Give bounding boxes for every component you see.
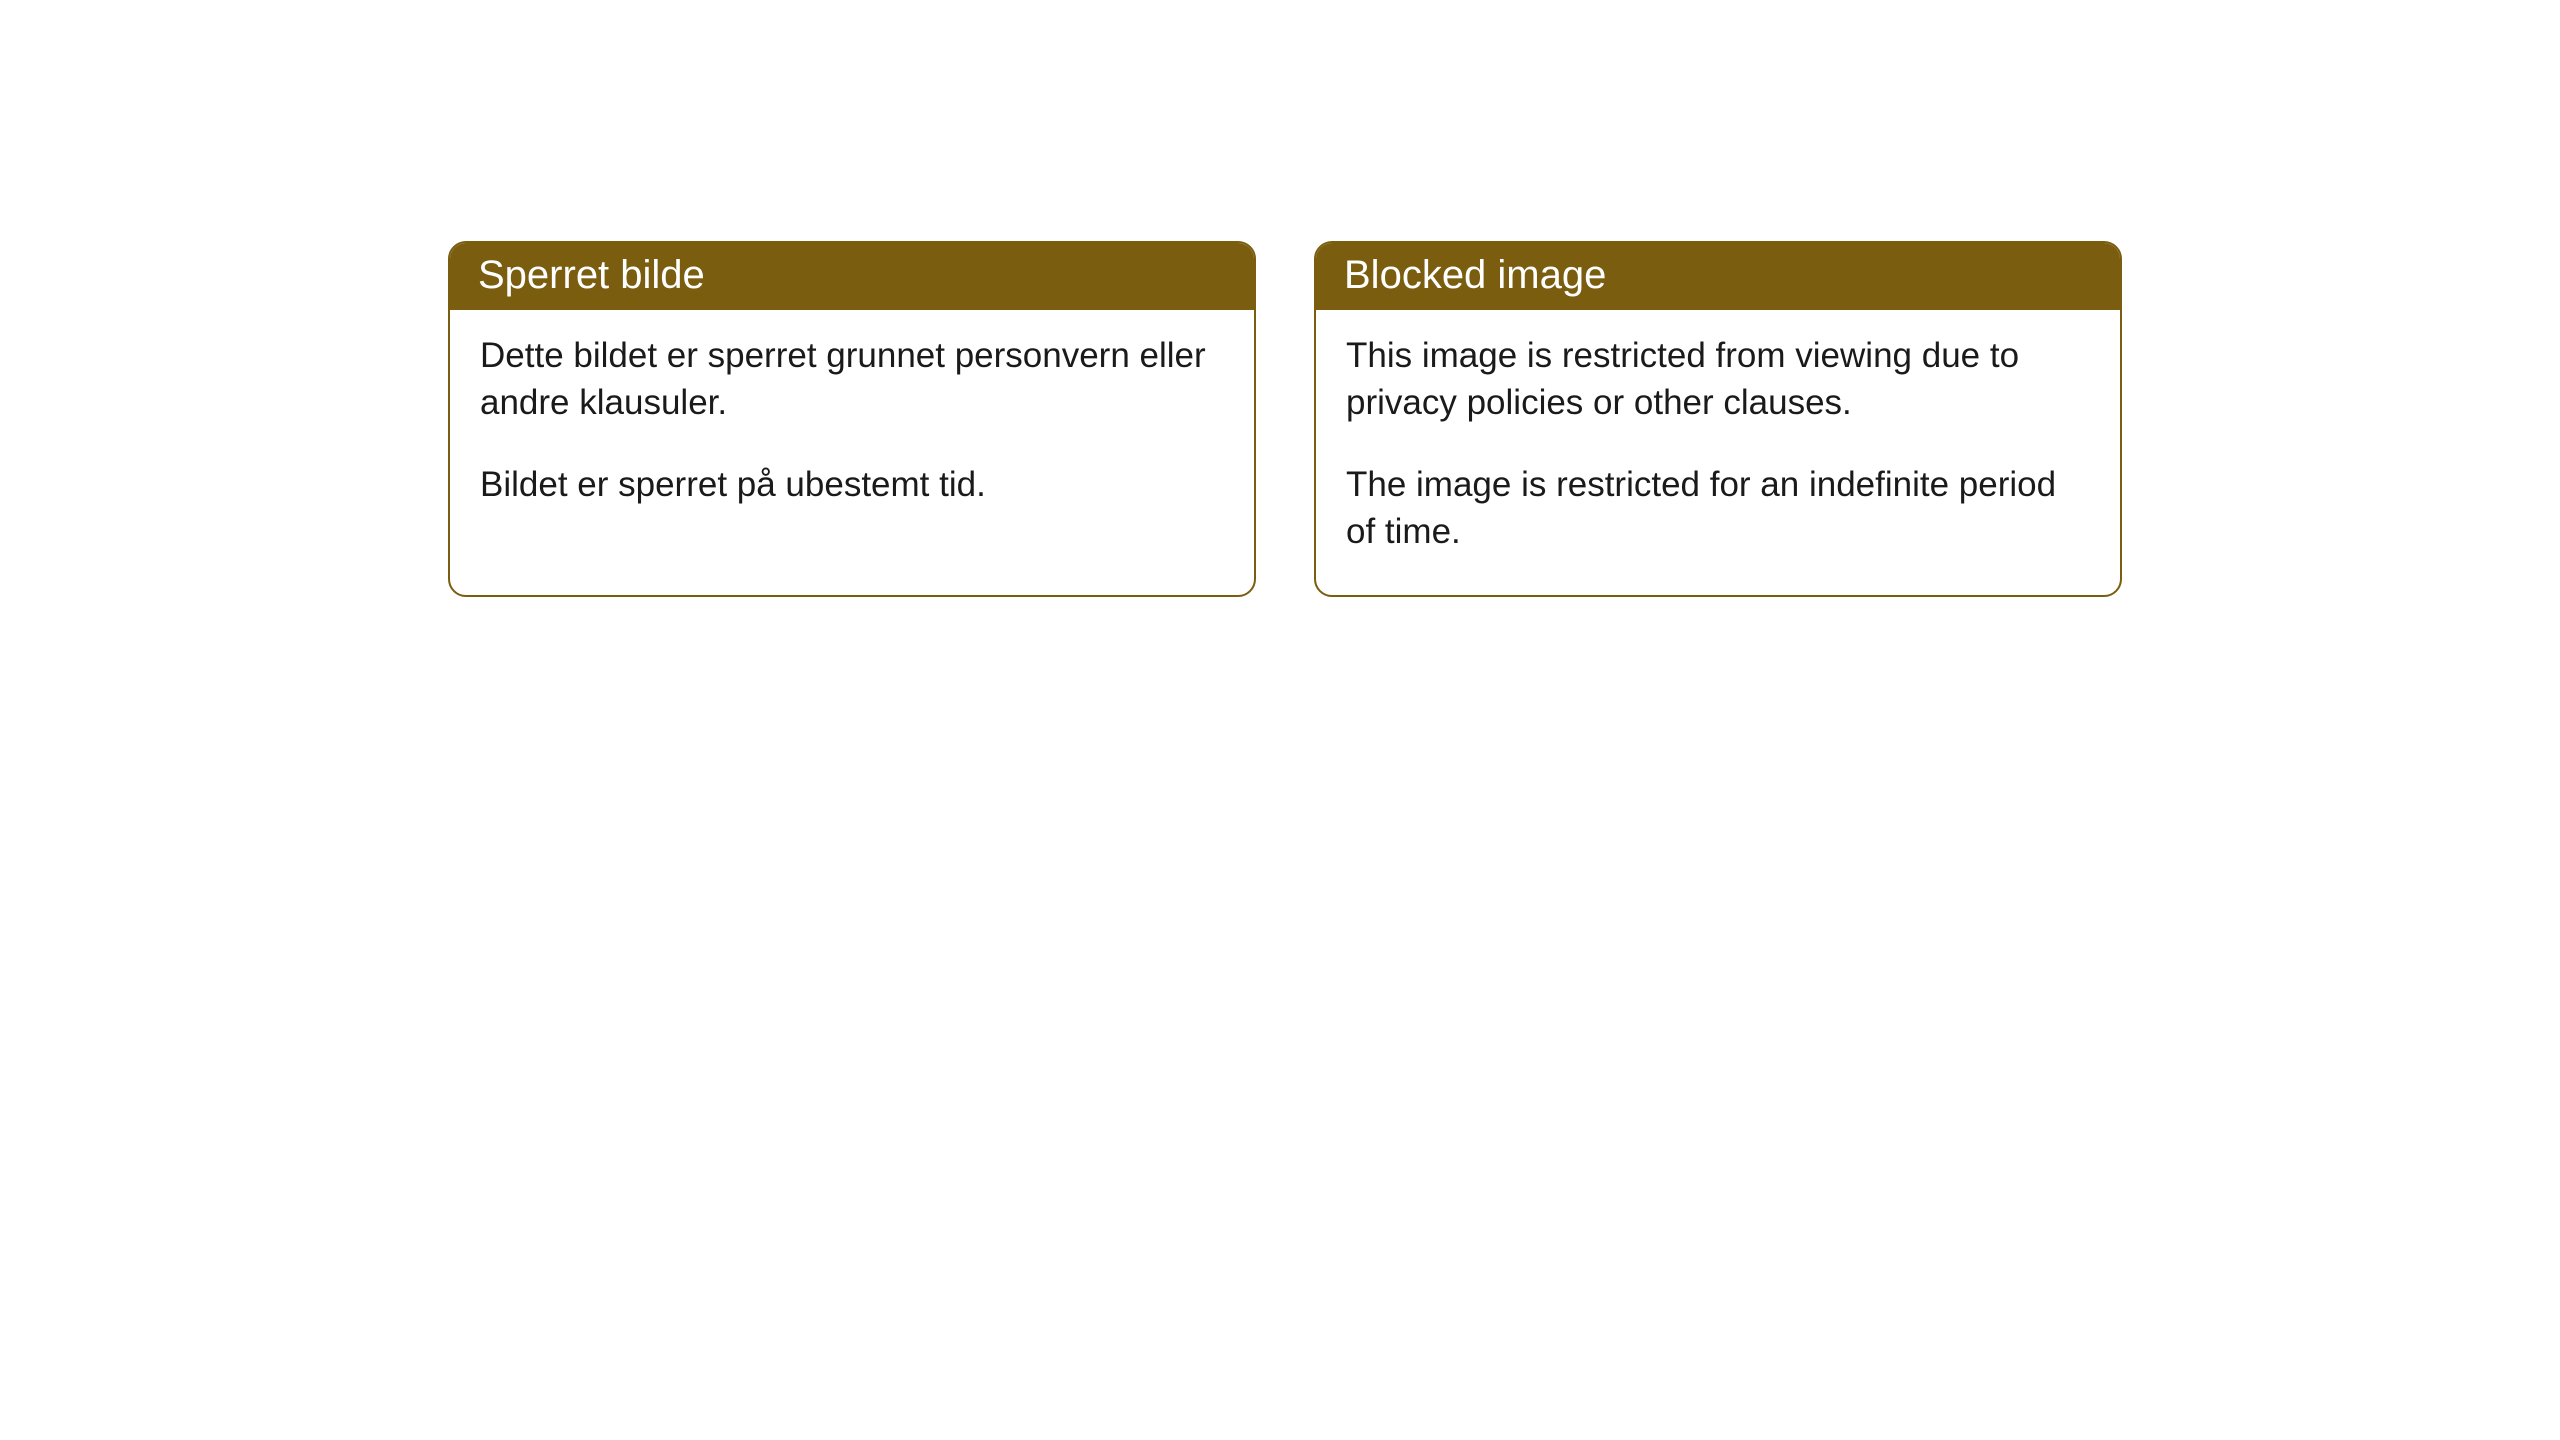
cards-container: Sperret bilde Dette bildet er sperret gr… <box>0 0 2560 597</box>
card-header-no: Sperret bilde <box>450 243 1254 310</box>
card-text-no-1: Dette bildet er sperret grunnet personve… <box>480 332 1224 427</box>
card-text-en-1: This image is restricted from viewing du… <box>1346 332 2090 427</box>
card-body-en: This image is restricted from viewing du… <box>1316 310 2120 595</box>
card-title-no: Sperret bilde <box>478 253 705 297</box>
card-header-en: Blocked image <box>1316 243 2120 310</box>
blocked-image-card-en: Blocked image This image is restricted f… <box>1314 241 2122 597</box>
card-text-no-2: Bildet er sperret på ubestemt tid. <box>480 461 1224 508</box>
card-title-en: Blocked image <box>1344 253 1606 297</box>
blocked-image-card-no: Sperret bilde Dette bildet er sperret gr… <box>448 241 1256 597</box>
card-text-en-2: The image is restricted for an indefinit… <box>1346 461 2090 556</box>
card-body-no: Dette bildet er sperret grunnet personve… <box>450 310 1254 548</box>
